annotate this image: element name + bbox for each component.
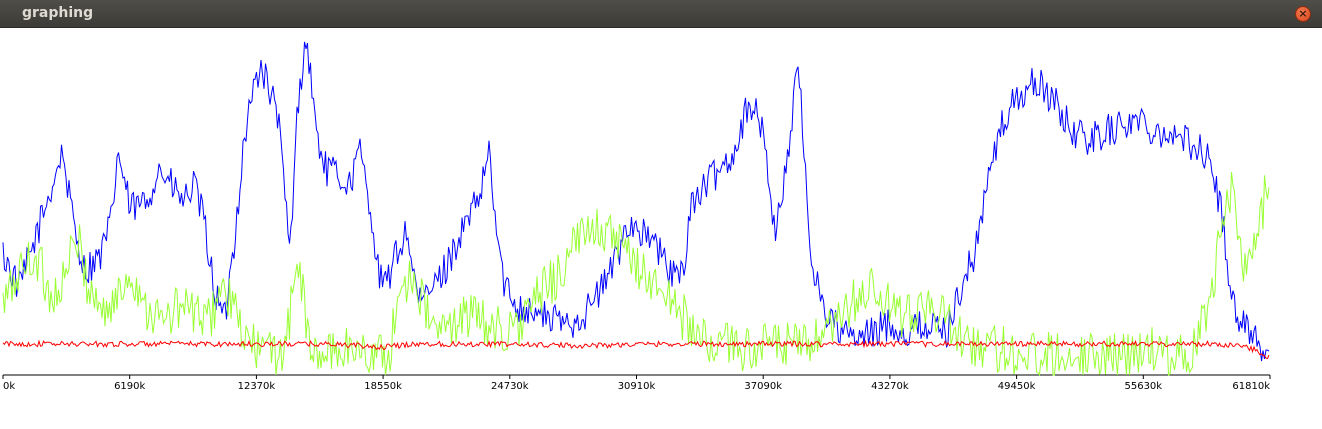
x-tick-label: 24730k <box>491 381 529 392</box>
series-line-3 <box>2 339 1270 360</box>
x-tick-label: 12370k <box>238 381 276 392</box>
x-tick-label: 43270k <box>871 381 909 392</box>
line-chart: 0k 6190k 12370k 18550k 24730k 30910k 37090k 432… <box>2 41 1271 392</box>
title-bar[interactable]: graphing × <box>0 0 1322 28</box>
series-line-2 <box>2 172 1270 377</box>
x-tick-label: 37090k <box>744 381 782 392</box>
x-tick-label: 30910k <box>618 381 656 392</box>
series-line-1 <box>2 41 1270 362</box>
x-tick-label: 55630k <box>1124 381 1162 392</box>
x-tick-label: 49450k <box>998 381 1036 392</box>
x-tick-label: 18550k <box>364 381 402 392</box>
graph-canvas: 0k 6190k 12370k 18550k 24730k 30910k 37090k 432… <box>0 28 1322 429</box>
window-title: graphing <box>22 5 94 21</box>
close-button[interactable]: × <box>1295 6 1311 22</box>
x-tick-label: 0k <box>3 381 15 392</box>
close-icon: × <box>1298 7 1308 20</box>
x-tick-label: 61810k <box>1232 381 1270 392</box>
x-tick-label: 6190k <box>114 381 145 392</box>
